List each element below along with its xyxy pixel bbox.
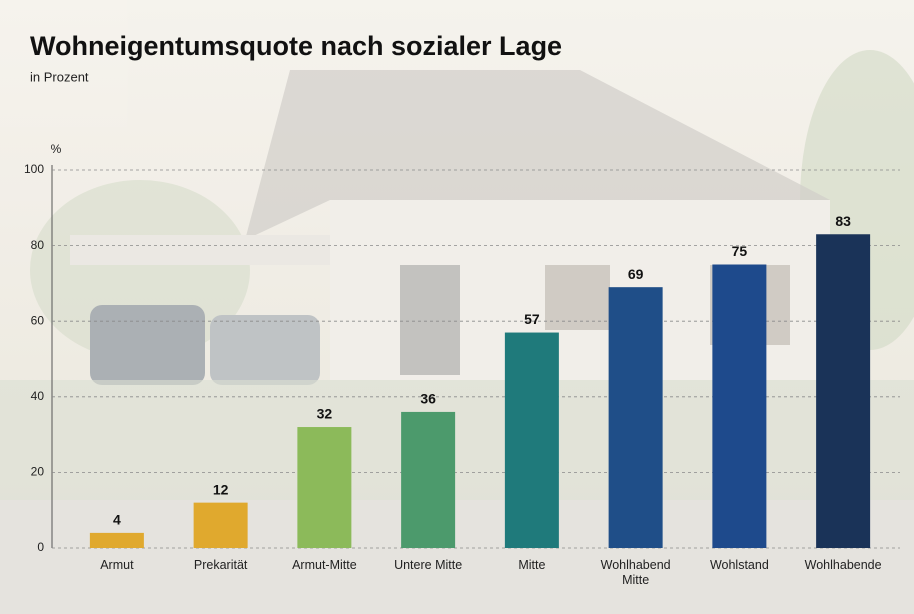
value-label: 83 (835, 213, 851, 229)
x-tick-label: Armut (100, 558, 134, 572)
bar (401, 411, 456, 548)
bar (504, 332, 559, 548)
x-tick-label: Wohlhabende (804, 558, 882, 572)
bar (816, 234, 871, 548)
bar (608, 287, 663, 548)
bar (89, 532, 144, 548)
value-label: 12 (213, 481, 229, 497)
x-tick-label: Wohlstand (709, 558, 769, 572)
y-axis-label: % (51, 142, 62, 156)
x-tick-label: Prekarität (193, 558, 248, 572)
bar (712, 264, 767, 548)
value-label: 69 (628, 266, 644, 282)
chart-subtitle: in Prozent (30, 69, 89, 84)
y-tick-label: 80 (31, 238, 45, 252)
x-tick-label: Wohlhabend Mitte (600, 558, 671, 587)
y-tick-label: 40 (31, 389, 45, 403)
y-tick-label: 0 (37, 540, 44, 554)
y-tick-label: 60 (31, 313, 45, 327)
y-tick-label: 100 (24, 162, 44, 176)
value-label: 32 (317, 406, 333, 422)
value-label: 57 (524, 311, 540, 327)
y-tick-label: 20 (31, 465, 45, 479)
value-label: 4 (113, 512, 121, 528)
bar (193, 502, 248, 548)
value-label: 75 (732, 243, 748, 259)
bar (297, 427, 352, 548)
x-tick-label: Armut-Mitte (292, 558, 357, 572)
x-tick-label: Untere Mitte (394, 558, 463, 572)
chart-title: Wohneigentumsquote nach sozialer Lage (30, 31, 562, 61)
x-tick-label: Mitte (518, 558, 546, 572)
value-label: 36 (420, 391, 436, 407)
